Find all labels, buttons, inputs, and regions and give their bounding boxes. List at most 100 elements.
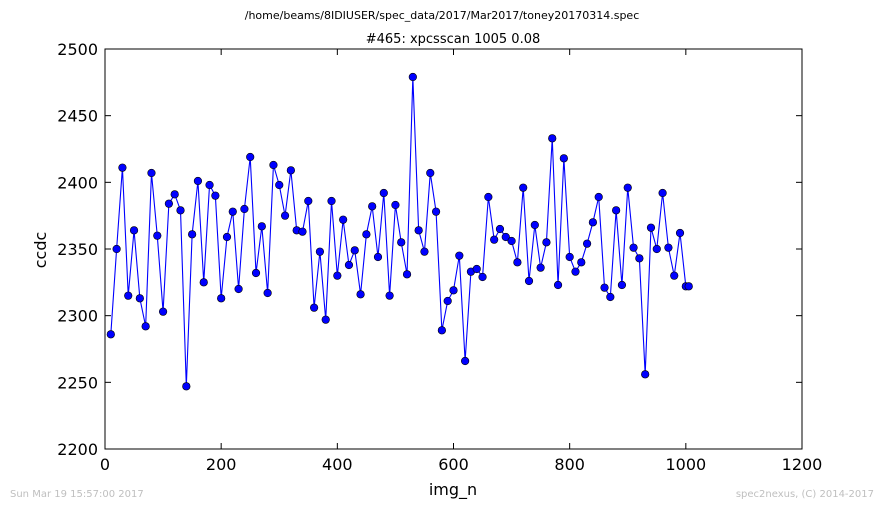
data-point bbox=[519, 183, 528, 192]
data-point bbox=[542, 238, 551, 247]
x-tick-label: 1000 bbox=[665, 455, 706, 474]
data-point bbox=[263, 288, 272, 298]
file-path-label: /home/beams/8IDIUSER/spec_data/2017/Mar2… bbox=[245, 9, 640, 22]
data-point bbox=[449, 286, 458, 295]
data-point bbox=[222, 232, 232, 242]
y-tick-label: 2500 bbox=[57, 40, 98, 59]
data-point bbox=[472, 264, 481, 274]
data-point bbox=[600, 283, 609, 292]
data-point bbox=[629, 243, 638, 252]
y-tick-label: 2300 bbox=[57, 307, 98, 326]
data-point bbox=[658, 188, 667, 198]
data-point bbox=[333, 271, 342, 280]
data-point bbox=[205, 180, 214, 190]
data-point bbox=[507, 236, 516, 246]
data-point bbox=[408, 72, 417, 82]
data-point bbox=[112, 244, 121, 254]
data-point bbox=[176, 206, 185, 215]
data-point bbox=[536, 263, 545, 272]
data-point bbox=[373, 252, 383, 262]
data-point bbox=[426, 168, 435, 178]
data-point bbox=[234, 284, 243, 294]
credit-label: spec2nexus, (C) 2014-2017 bbox=[736, 489, 874, 500]
data-point bbox=[118, 163, 127, 172]
data-point bbox=[129, 226, 139, 235]
data-point bbox=[635, 254, 644, 263]
data-point bbox=[286, 166, 295, 175]
x-tick-label: 200 bbox=[206, 455, 237, 474]
data-point bbox=[577, 258, 586, 267]
data-point bbox=[170, 190, 179, 199]
ticks-group: 0 200 400 600 800 1000 1200 2200 2250 2300 2350 240… bbox=[57, 40, 822, 474]
data-point bbox=[670, 271, 679, 280]
data-point bbox=[315, 247, 325, 256]
data-point bbox=[153, 231, 162, 240]
data-point bbox=[571, 267, 580, 276]
data-point bbox=[524, 276, 534, 286]
data-point bbox=[275, 180, 284, 190]
data-point bbox=[606, 292, 615, 302]
data-point bbox=[135, 294, 144, 303]
data-point bbox=[397, 238, 406, 247]
data-point bbox=[530, 220, 539, 230]
data-point bbox=[327, 196, 336, 206]
x-axis-label: img_n bbox=[429, 480, 477, 500]
data-point bbox=[269, 160, 278, 170]
plot-area bbox=[105, 49, 802, 449]
data-point bbox=[124, 291, 133, 300]
data-point bbox=[565, 252, 574, 262]
data-point bbox=[164, 199, 173, 208]
data-point bbox=[251, 268, 261, 278]
data-point bbox=[495, 224, 505, 234]
series-group bbox=[106, 72, 693, 391]
y-tick-label: 2200 bbox=[57, 440, 98, 459]
data-point bbox=[321, 315, 330, 324]
data-point bbox=[461, 356, 470, 366]
data-point bbox=[188, 230, 197, 239]
data-point bbox=[443, 296, 452, 306]
data-point bbox=[684, 282, 693, 291]
data-point bbox=[280, 211, 290, 220]
data-point bbox=[379, 188, 388, 198]
chart-title: #465: xpcsscan 1005 0.08 bbox=[366, 32, 541, 47]
x-tick-label: 1200 bbox=[782, 455, 823, 474]
x-tick-label: 800 bbox=[554, 455, 585, 474]
data-point bbox=[368, 202, 377, 211]
data-point bbox=[501, 232, 510, 242]
data-point bbox=[147, 168, 156, 178]
y-tick-label: 2250 bbox=[57, 373, 98, 392]
timestamp-label: Sun Mar 19 15:57:00 2017 bbox=[10, 489, 144, 500]
data-point bbox=[310, 303, 319, 312]
data-point bbox=[623, 183, 632, 192]
data-point bbox=[339, 215, 348, 224]
y-tick-label: 2350 bbox=[57, 240, 98, 259]
data-point bbox=[617, 280, 627, 290]
data-point bbox=[594, 192, 603, 202]
data-point bbox=[582, 239, 592, 248]
x-tick-label: 400 bbox=[322, 455, 353, 474]
data-point bbox=[304, 196, 313, 206]
data-point bbox=[199, 278, 208, 287]
data-point bbox=[141, 322, 150, 331]
data-point bbox=[612, 206, 621, 215]
data-point bbox=[228, 207, 237, 216]
data-point bbox=[158, 307, 168, 316]
data-point bbox=[414, 226, 423, 235]
data-point bbox=[431, 207, 441, 216]
data-point bbox=[588, 218, 598, 227]
data-point bbox=[211, 191, 220, 200]
data-point bbox=[513, 258, 522, 267]
data-point bbox=[455, 251, 464, 260]
x-tick-label: 0 bbox=[100, 455, 110, 474]
data-point bbox=[182, 382, 191, 391]
data-point bbox=[652, 244, 661, 254]
y-axis-label: ccdc bbox=[31, 232, 50, 269]
data-point bbox=[240, 204, 249, 214]
data-point bbox=[356, 290, 365, 299]
data-point bbox=[675, 228, 685, 238]
data-point bbox=[391, 200, 400, 210]
data-point bbox=[478, 272, 487, 282]
x-tick-label: 600 bbox=[438, 455, 469, 474]
data-point bbox=[193, 176, 203, 186]
